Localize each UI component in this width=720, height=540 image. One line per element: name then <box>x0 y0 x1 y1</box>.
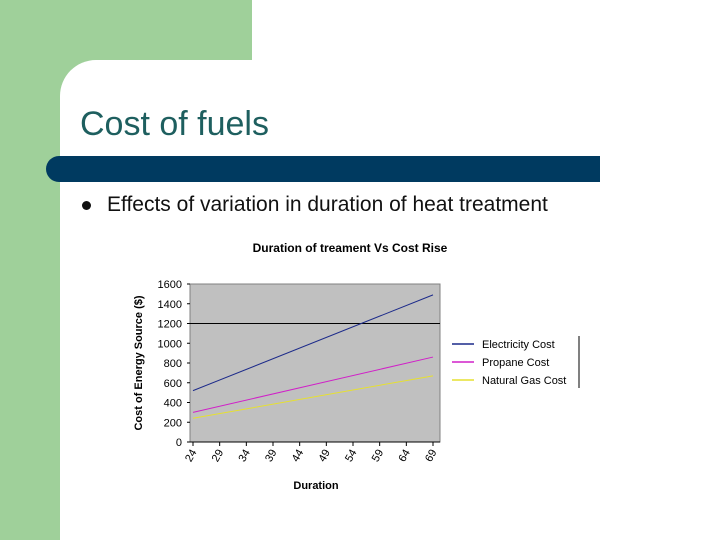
y-tick-label: 800 <box>164 358 182 370</box>
title-underline-bar <box>46 156 600 182</box>
line-chart: Duration of treament Vs Cost Rise Cost o… <box>133 241 580 492</box>
y-tick-label: 0 <box>176 437 182 449</box>
y-tick-label: 400 <box>164 398 182 410</box>
bullet-dot-icon <box>82 200 91 210</box>
y-tick-label: 1600 <box>158 279 182 291</box>
legend-label: Propane Cost <box>482 357 549 369</box>
x-tick-label: 39 <box>263 448 280 465</box>
y-axis-ticks: 0 200 400 600 800 1000 1200 1400 1600 <box>158 279 190 449</box>
y-tick-label: 1200 <box>158 319 182 331</box>
plot-area <box>189 283 441 443</box>
decorative-green-strip <box>0 0 60 540</box>
y-axis-label: Cost of Energy Source ($) <box>133 295 145 430</box>
x-tick-label: 49 <box>316 448 333 465</box>
slide-title: Cost of fuels <box>80 105 269 143</box>
series-lines <box>192 294 434 419</box>
chart-title: Duration of treament Vs Cost Rise <box>253 241 448 255</box>
legend-label: Natural Gas Cost <box>482 375 566 387</box>
bullet-text: Effects of variation in duration of heat… <box>107 193 548 216</box>
x-tick-label: 44 <box>290 448 307 465</box>
x-tick-label: 34 <box>236 448 253 465</box>
x-tick-label: 64 <box>396 448 413 465</box>
x-tick-label: 54 <box>343 448 360 465</box>
x-axis-label: Duration <box>293 480 339 492</box>
x-tick-label: 69 <box>423 448 440 465</box>
x-axis-ticks: 24 29 34 39 44 49 54 59 64 69 <box>183 441 440 465</box>
y-tick-label: 1400 <box>158 299 182 311</box>
legend: Electricity Cost Propane Cost Natural Gas … <box>452 336 580 388</box>
bullet-item: Effects of variation in duration of heat… <box>82 193 548 217</box>
x-tick-label: 59 <box>370 448 387 465</box>
series-line <box>192 294 434 392</box>
y-tick-label: 200 <box>164 417 182 429</box>
series-line <box>192 356 434 413</box>
x-tick-label: 29 <box>210 448 227 465</box>
y-tick-label: 600 <box>164 378 182 390</box>
y-tick-label: 1000 <box>158 338 182 350</box>
legend-label: Electricity Cost <box>482 339 555 351</box>
series-line <box>192 375 434 419</box>
x-tick-label: 24 <box>183 448 200 465</box>
